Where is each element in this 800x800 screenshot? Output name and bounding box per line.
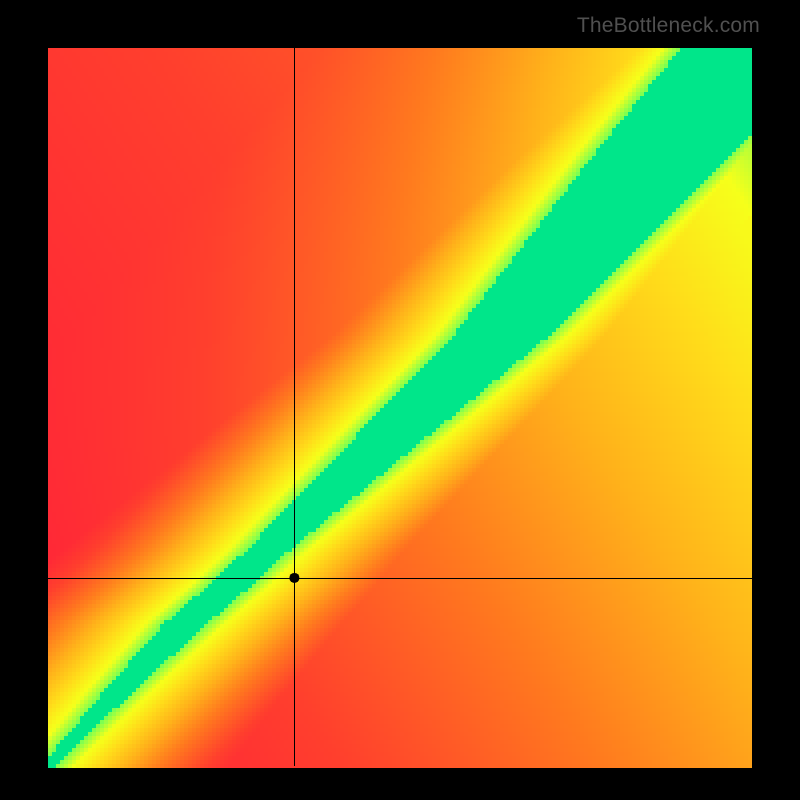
watermark-text: TheBottleneck.com [577, 14, 760, 38]
bottleneck-heatmap [0, 0, 800, 800]
